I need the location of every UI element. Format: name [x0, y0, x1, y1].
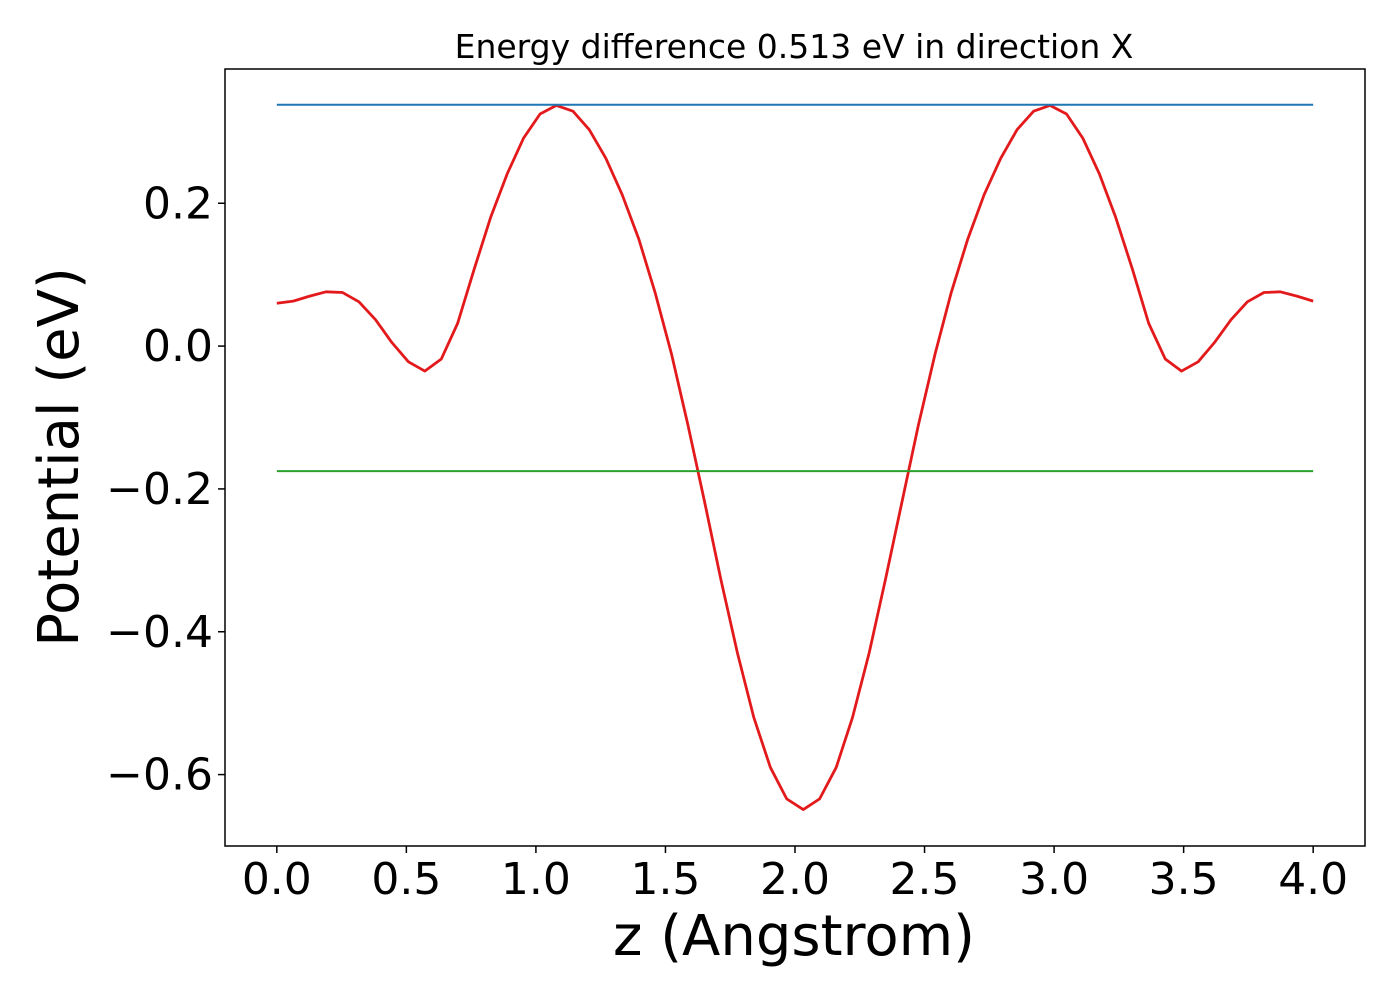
y-tick-label: 0.0 — [143, 321, 213, 372]
y-tick-label: −0.2 — [106, 464, 213, 515]
x-axis-label: z (Angstrom) — [613, 904, 975, 969]
y-axis-ticks: −0.6 −0.4 −0.2 0.0 0.2 — [106, 178, 225, 801]
y-axis-label: Potential (eV) — [27, 267, 92, 647]
x-tick-label: 3.5 — [1149, 854, 1219, 905]
series-layer — [276, 103, 1314, 811]
plot-area-frame — [224, 68, 1366, 847]
x-tick-label: 2.0 — [760, 854, 830, 905]
x-tick-label: 2.5 — [890, 854, 960, 905]
series-line-0 — [276, 104, 1314, 811]
y-tick-label: 0.2 — [143, 178, 213, 229]
y-tick-label: −0.6 — [106, 750, 213, 801]
y-tick-label: −0.4 — [106, 607, 213, 658]
x-tick-label: 0.5 — [371, 854, 441, 905]
x-tick-label: 4.0 — [1278, 854, 1348, 905]
x-tick-label: 3.0 — [1019, 854, 1089, 905]
x-tick-label: 1.0 — [501, 854, 571, 905]
x-tick-label: 0.0 — [242, 854, 312, 905]
x-axis-ticks: 0.0 0.5 1.0 1.5 2.0 2.5 3.0 3.5 4.0 — [242, 846, 1348, 905]
chart-title: Energy difference 0.513 eV in direction … — [455, 27, 1134, 66]
x-tick-label: 1.5 — [630, 854, 700, 905]
